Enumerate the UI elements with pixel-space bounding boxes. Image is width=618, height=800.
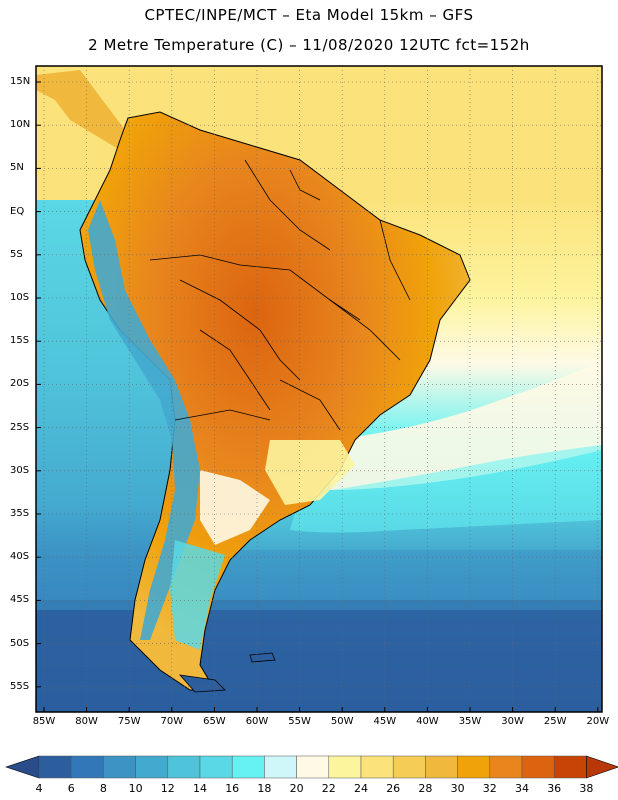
ocean-cool-band — [36, 550, 602, 610]
ocean-southern — [36, 600, 602, 712]
lon-label-75w: 75W — [117, 716, 141, 727]
colorbar — [5, 755, 618, 779]
lat-label-35s: 35S — [10, 508, 30, 519]
colorbar-swatch — [457, 755, 491, 779]
lat-label-30s: 30S — [10, 464, 30, 476]
colorbar-swatch — [199, 755, 233, 779]
colorbar-swatch — [135, 755, 169, 779]
colorbar-label: 16 — [225, 782, 240, 795]
lon-label-30w: 30W — [501, 716, 524, 727]
lon-label-35w: 35W — [458, 716, 482, 727]
colorbar-label: 4 — [35, 782, 43, 795]
lon-label-70w: 70W — [160, 716, 184, 727]
lon-label-85w: 85W — [32, 716, 56, 727]
lat-label-40s: 40S — [10, 551, 30, 563]
lat-label-5n: 5N — [10, 162, 24, 174]
lon-label-45w: 45W — [373, 716, 397, 727]
lat-label-55s: 55S — [10, 680, 30, 692]
colorbar-swatch — [489, 755, 523, 779]
colorbar-swatch — [38, 755, 72, 779]
lat-label-15s: 15S — [10, 335, 30, 347]
colorbar-label: 14 — [193, 782, 207, 795]
chart-title-line-1: CPTEC/INPE/MCT – Eta Model 15km – GFS — [144, 6, 474, 24]
lat-label-eq: EQ — [10, 205, 25, 217]
lat-label-20s: 20S — [10, 378, 30, 390]
colorbar-label: 36 — [547, 782, 562, 795]
southern-brazil-light — [265, 440, 355, 505]
lon-label-80w: 80W — [75, 716, 98, 727]
central-america-land — [36, 70, 140, 150]
falkland-islands — [249, 652, 276, 663]
colorbar-label: 28 — [418, 782, 433, 795]
country-borders — [149, 159, 411, 431]
colorbar-swatch — [167, 755, 201, 779]
patagonia-cool — [170, 540, 225, 650]
colorbar-swatch — [392, 755, 426, 779]
colorbar-swatch — [360, 755, 394, 779]
colorbar-swatch — [553, 755, 587, 779]
colorbar-swatch — [103, 755, 136, 779]
lon-label-50w: 50W — [330, 716, 354, 727]
colorbar-label: 34 — [515, 782, 529, 795]
lon-label-55w: 55W — [288, 716, 311, 727]
colorbar-label: 22 — [321, 782, 336, 795]
colorbar-swatch — [264, 755, 297, 779]
lon-label-25w: 25W — [543, 716, 567, 727]
colorbar-swatch — [328, 755, 362, 779]
colorbar-label: 30 — [450, 782, 465, 795]
colorbar-label: 20 — [289, 782, 304, 795]
lat-label-10n: 10N — [10, 119, 31, 131]
lon-label-65w: 65W — [203, 716, 226, 727]
lon-label-20w: 20W — [586, 716, 610, 727]
colorbar-label: 12 — [160, 782, 175, 795]
colorbar-swatch — [425, 755, 458, 779]
lat-label-50s: 50S — [10, 637, 30, 649]
colorbar-swatch — [521, 755, 555, 779]
cyan-sea-band — [290, 445, 602, 533]
map-frame — [35, 65, 603, 713]
lat-label-10s: 10S — [10, 292, 30, 303]
lat-label-25s: 25S — [10, 421, 30, 433]
colorbar-low-arrow — [5, 755, 40, 779]
colorbar-high-arrow — [586, 755, 618, 779]
tierra-del-fuego — [178, 674, 226, 693]
colorbar-label: 6 — [67, 782, 75, 795]
patagonia-pale — [200, 470, 270, 545]
colorbar-swatch — [231, 755, 265, 779]
lon-label-40w: 40W — [416, 716, 439, 727]
lat-label-5s: 5S — [10, 248, 23, 260]
colorbar-label: 26 — [386, 782, 401, 795]
colorbar-swatch — [296, 755, 330, 779]
graticule — [36, 66, 602, 712]
lon-label-60w: 60W — [245, 716, 269, 727]
lat-label-15n: 15N — [10, 76, 31, 87]
colorbar-label: 8 — [99, 782, 107, 795]
colorbar-label: 32 — [482, 782, 497, 795]
colorbar-label: 24 — [354, 782, 368, 795]
colorbar-label: 18 — [257, 782, 272, 795]
chart-title-line-2: 2 Metre Temperature (C) – 11/08/2020 12U… — [88, 36, 530, 54]
colorbar-label: 10 — [128, 782, 143, 795]
lat-label-45s: 45S — [10, 594, 30, 606]
colorbar-label: 38 — [579, 782, 594, 795]
colorbar-swatch — [70, 755, 104, 779]
